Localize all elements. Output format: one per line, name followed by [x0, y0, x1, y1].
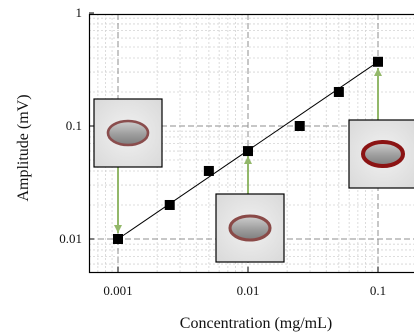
inset-arrows	[114, 68, 382, 233]
rbc-ellipse	[228, 214, 272, 242]
y-axis-title: Amplitude (mV)	[15, 94, 32, 201]
plot-area	[88, 13, 414, 274]
y-tick-label: 0.1	[66, 118, 82, 133]
data-marker	[243, 146, 253, 157]
inset-images	[93, 98, 414, 263]
y-axis-ticks: 0.01 0.1 1	[59, 5, 94, 246]
data-marker	[333, 86, 344, 97]
data-marker	[373, 56, 383, 67]
y-tick-label: 0.01	[59, 231, 82, 246]
y-tick-label: 1	[76, 5, 83, 20]
arrow-head	[114, 225, 122, 233]
x-tick-label: 0.1	[370, 283, 386, 298]
arrow-head	[374, 68, 382, 76]
x-axis-ticks: 0.001 0.01 0.1	[103, 267, 386, 298]
x-tick-label: 0.001	[103, 283, 132, 298]
data-marker	[203, 165, 214, 176]
inset-mid	[215, 193, 285, 263]
rbc-ellipse	[360, 139, 406, 169]
data-marker	[164, 199, 175, 210]
plot-frame	[88, 13, 414, 274]
rbc-ellipse	[106, 119, 150, 147]
data-marker	[294, 121, 305, 131]
x-tick-label: 0.01	[237, 283, 260, 298]
x-axis-title: Concentration (mg/mL)	[180, 315, 332, 332]
data-markers	[113, 56, 383, 244]
inset-low	[93, 98, 163, 168]
arrow-head	[244, 156, 252, 164]
data-marker	[113, 234, 123, 244]
inset-high	[348, 119, 414, 189]
